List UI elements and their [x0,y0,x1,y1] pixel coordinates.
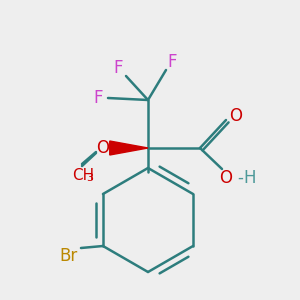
Text: F: F [93,89,103,107]
Text: 3: 3 [86,173,93,183]
Polygon shape [110,141,148,155]
Text: F: F [113,59,123,77]
Text: H: H [244,169,256,187]
Text: O: O [230,107,242,125]
Text: Br: Br [60,247,78,265]
Text: -: - [237,169,243,187]
Text: O: O [220,169,232,187]
Text: O: O [97,139,110,157]
Text: CH: CH [72,167,94,182]
Text: F: F [167,53,177,71]
